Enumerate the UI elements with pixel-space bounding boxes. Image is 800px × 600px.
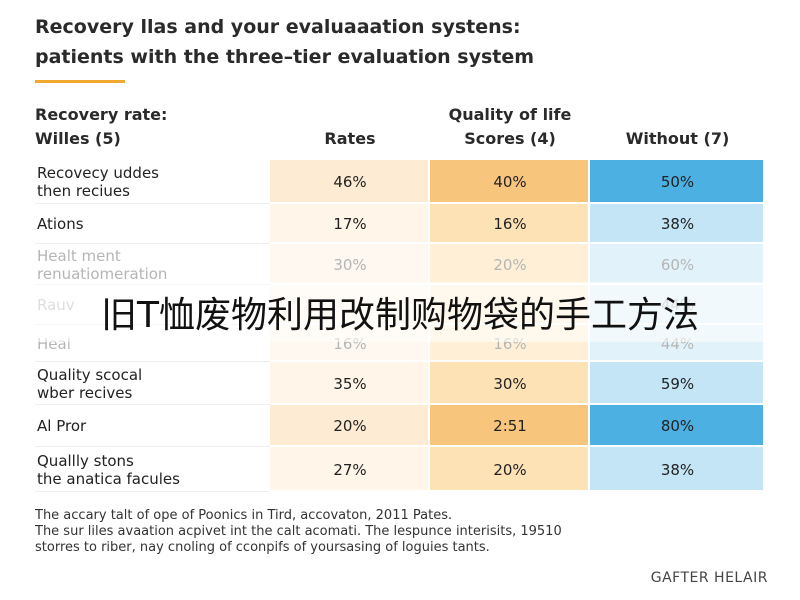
cell: 2:51 <box>493 417 527 435</box>
cell: 35% <box>333 374 367 393</box>
cell: 59% <box>660 374 695 393</box>
row-label: Quallly stons the anatica facules <box>35 447 270 492</box>
cell-bg <box>590 160 763 202</box>
row-label-line: Recovecy uddes <box>37 164 159 182</box>
row-rule <box>35 203 270 204</box>
column-header: Scores (4) <box>464 129 556 148</box>
row-label-line: renuatiomeration <box>37 264 168 283</box>
cell-bg <box>430 160 588 202</box>
row-label: Healt ment renuatiomeration <box>35 244 270 285</box>
row-label-line: Al Pror <box>37 417 87 435</box>
row-label-line: wber recives <box>37 383 133 402</box>
column-header: Rates <box>324 129 376 148</box>
row-rule <box>35 491 270 492</box>
cell: 50% <box>660 173 695 191</box>
footnote-line: The sur liles avaation acpivet int the c… <box>35 524 562 539</box>
cell: 16% <box>493 215 527 233</box>
cell: 46% <box>333 173 367 191</box>
cell: 27% <box>333 460 367 479</box>
title-underline <box>35 80 125 83</box>
row-label: Quality scocal wber recives <box>35 362 270 405</box>
column-header: Recovery rate: <box>35 105 168 124</box>
column-header: Willes (5) <box>35 129 121 148</box>
column-header: Quality of life <box>448 105 572 124</box>
cell: 30% <box>493 374 527 393</box>
cell: 40% <box>493 173 527 191</box>
cell: 38% <box>660 215 695 233</box>
cell: 17% <box>333 215 367 233</box>
cell: 20% <box>333 417 367 435</box>
cell: 38% <box>660 460 695 479</box>
brand: GAFTER HELAIR <box>650 570 768 586</box>
cell-bg <box>430 244 588 283</box>
row-label-line: then reciues <box>37 182 130 200</box>
cell-bg <box>590 204 763 242</box>
cell: 20% <box>493 460 527 479</box>
row-label: Ations <box>35 204 270 244</box>
cell-bg <box>430 405 588 445</box>
cell-bg <box>270 204 428 242</box>
cell-bg <box>590 362 763 403</box>
title-line: Recovery llas and your evaluaaation syst… <box>35 16 521 38</box>
cell-bg <box>590 244 763 283</box>
cell: 30% <box>333 255 367 274</box>
row-label-line: Quality scocal <box>37 365 143 384</box>
cell: 20% <box>493 255 527 274</box>
cell-bg <box>430 447 588 490</box>
cell-bg <box>270 362 428 403</box>
cell-bg <box>590 405 763 445</box>
row-rule <box>35 404 270 405</box>
footnote-line: storres to riber, nay cnoling of cconpif… <box>35 540 490 555</box>
row-label-line: the anatica facules <box>37 469 180 488</box>
cell-bg <box>430 362 588 403</box>
cell-bg <box>270 405 428 445</box>
footnote-line: The accary talt of ope of Poonics in Tir… <box>35 508 453 523</box>
row-label-line: Healt ment <box>37 246 121 265</box>
cell-bg <box>590 447 763 490</box>
row-rule <box>35 361 270 362</box>
row-label: Recovecy uddes then reciues <box>35 160 270 204</box>
row-rule <box>35 446 270 447</box>
cell-bg <box>430 204 588 242</box>
row-rule <box>35 243 270 244</box>
title-line: patients with the three–tier evaluation … <box>35 46 535 68</box>
cell: 80% <box>660 417 695 435</box>
row-label: Al Pror <box>35 405 270 447</box>
row-label-line: Quallly stons <box>37 451 134 470</box>
cell: 60% <box>660 255 695 274</box>
cell-bg <box>270 447 428 490</box>
cell-bg <box>270 244 428 283</box>
row-label-line: Ations <box>37 215 84 233</box>
column-header: Without (7) <box>625 129 730 148</box>
overlay-caption: 旧T恤废物利用改制购物袋的手工方法 <box>0 282 800 342</box>
cell-bg <box>270 160 428 202</box>
